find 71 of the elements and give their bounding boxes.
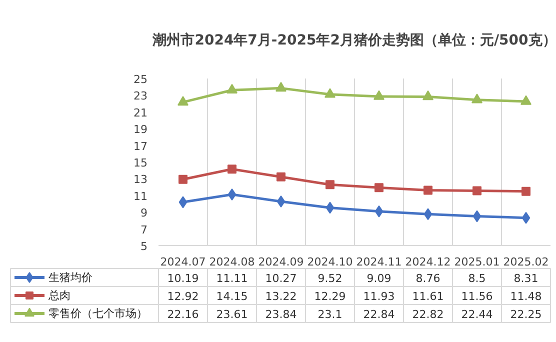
x-tick-label: 2024.11 (356, 256, 402, 268)
chart-title: 潮州市2024年7月-2025年2月猪价走势图（单位：元/500克） (152, 32, 556, 48)
data-label: 12.29 (314, 290, 346, 303)
point (374, 205, 384, 218)
data-label: 9.52 (318, 272, 342, 285)
y-tick-label: 13 (134, 173, 148, 186)
data-label: 23.61 (216, 308, 248, 321)
data-label: 10.19 (167, 272, 199, 285)
data-label: 13.22 (265, 290, 297, 303)
legend-label: 总肉 (48, 289, 70, 302)
x-tick-label: 2025.01 (454, 256, 500, 268)
point (424, 186, 432, 195)
x-tick-label: 2024.07 (160, 256, 206, 268)
data-label: 11.61 (412, 290, 444, 303)
data-label: 8.5 (468, 272, 486, 285)
data-label: 8.31 (514, 272, 538, 285)
point (326, 202, 334, 214)
point (226, 84, 238, 94)
data-label: 22.16 (167, 308, 199, 321)
point (374, 90, 384, 100)
point (276, 82, 286, 92)
data-label: 11.48 (510, 290, 542, 303)
y-tick-label: 9 (140, 206, 148, 220)
y-tick-label: 11 (134, 190, 148, 203)
point (178, 196, 188, 208)
point (228, 164, 236, 174)
data-label: 23.84 (265, 308, 297, 321)
x-tick-label: 2024.08 (209, 256, 255, 268)
point (472, 186, 482, 196)
point (276, 172, 286, 182)
data-label: 10.27 (265, 272, 297, 285)
point (276, 195, 286, 208)
legend-label: 生猪均价 (48, 271, 92, 284)
data-label: 11.56 (461, 290, 493, 303)
data-label: 9.09 (366, 272, 392, 285)
point (424, 208, 432, 220)
point (374, 183, 384, 192)
x-tick-label: 2024.09 (258, 256, 304, 268)
y-tick-label: 19 (134, 123, 148, 136)
y-tick-label: 23 (134, 90, 148, 103)
data-label: 11.11 (216, 272, 248, 285)
point (324, 88, 336, 98)
y-tick-label: 15 (134, 156, 148, 170)
y-tick-label: 21 (134, 106, 148, 120)
point (178, 96, 188, 106)
data-label: 14.15 (216, 290, 248, 303)
data-label: 12.92 (167, 290, 199, 303)
x-tick-label: 2024.10 (307, 256, 353, 268)
y-tick-label: 7 (140, 223, 148, 236)
data-label: 22.84 (363, 308, 395, 321)
y-tick-label: 25 (134, 73, 148, 86)
y-tick-label: 17 (134, 140, 148, 153)
data-label: 8.76 (416, 272, 440, 285)
point (326, 180, 334, 190)
point (522, 212, 530, 224)
x-tick-label: 2024.12 (405, 256, 451, 268)
point (472, 94, 482, 104)
point (522, 186, 530, 196)
data-label: 23.1 (318, 308, 342, 321)
legend-label: 零售价（七个市场） (48, 307, 148, 320)
y-tick-label: 5 (140, 240, 148, 253)
point (472, 210, 482, 222)
data-label: 22.44 (461, 308, 493, 321)
x-tick-label: 2025.02 (503, 256, 549, 268)
data-label: 11.93 (363, 290, 395, 303)
point (228, 188, 236, 200)
point (178, 174, 188, 184)
point (520, 95, 532, 105)
data-label: 22.82 (412, 308, 444, 321)
data-label: 22.25 (510, 308, 542, 321)
point (422, 90, 434, 100)
